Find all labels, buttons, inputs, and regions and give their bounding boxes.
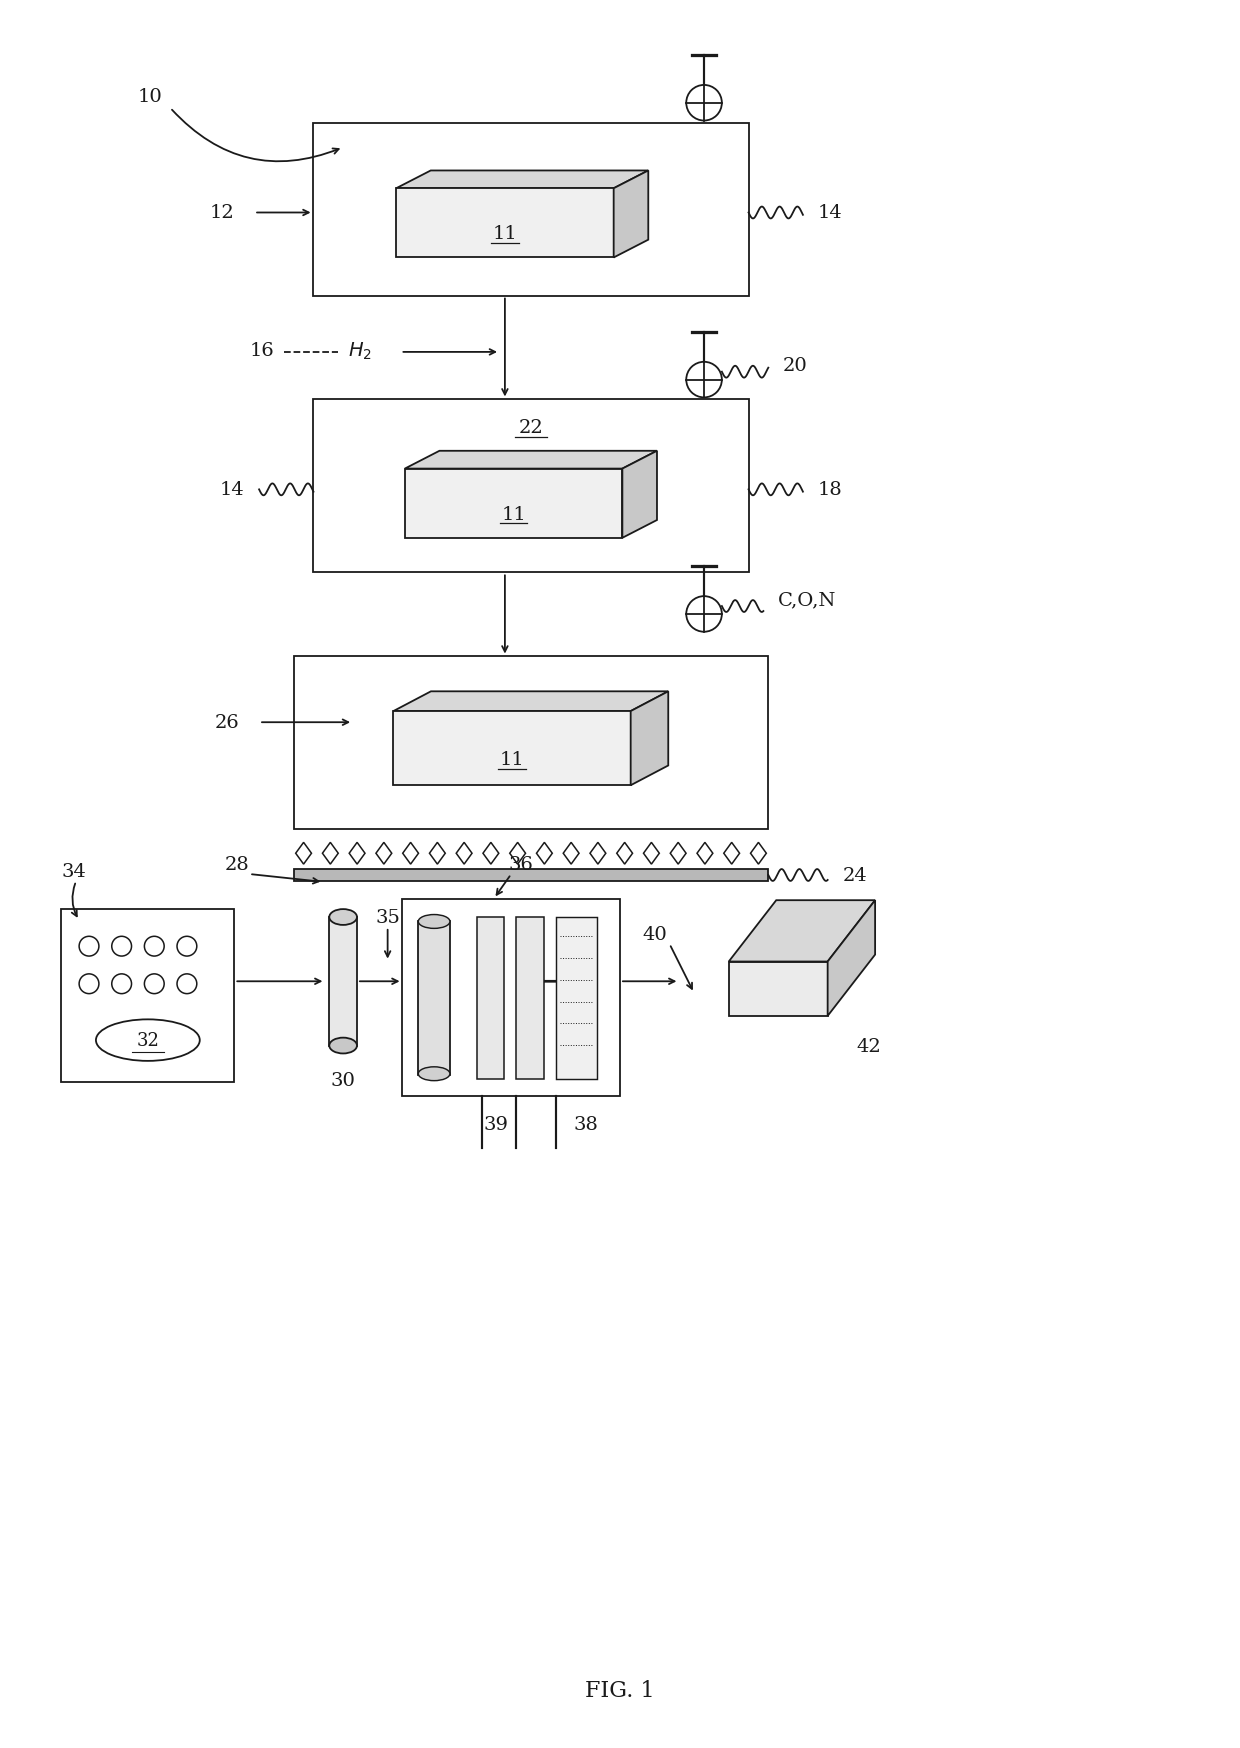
Polygon shape <box>729 900 875 961</box>
Bar <box>294 657 769 830</box>
Polygon shape <box>396 189 614 259</box>
Polygon shape <box>827 900 875 1016</box>
Text: 28: 28 <box>224 855 249 874</box>
Ellipse shape <box>418 914 450 928</box>
Bar <box>61 909 234 1082</box>
Text: FIG. 1: FIG. 1 <box>585 1678 655 1701</box>
Text: 40: 40 <box>642 925 667 944</box>
Text: 18: 18 <box>817 481 842 500</box>
Text: 10: 10 <box>138 87 162 105</box>
Text: 20: 20 <box>784 357 808 374</box>
Bar <box>294 869 769 881</box>
Polygon shape <box>729 961 827 1016</box>
Polygon shape <box>614 171 649 259</box>
Bar <box>418 921 450 1075</box>
Text: 11: 11 <box>492 225 517 243</box>
Text: 34: 34 <box>61 862 87 881</box>
Ellipse shape <box>330 909 357 925</box>
Polygon shape <box>622 451 657 538</box>
Bar <box>330 918 357 1045</box>
Text: 42: 42 <box>857 1037 882 1056</box>
Polygon shape <box>631 692 668 787</box>
Text: 39: 39 <box>484 1115 508 1133</box>
Text: 22: 22 <box>518 420 543 437</box>
Bar <box>314 124 749 297</box>
Text: 32: 32 <box>136 1031 159 1049</box>
Text: $H_2$: $H_2$ <box>348 341 372 362</box>
Text: 24: 24 <box>842 867 867 884</box>
Bar <box>314 400 749 573</box>
Ellipse shape <box>330 1038 357 1054</box>
Text: 26: 26 <box>215 713 239 732</box>
Bar <box>516 918 544 1079</box>
Text: 12: 12 <box>210 205 234 222</box>
Ellipse shape <box>418 1068 450 1080</box>
Polygon shape <box>393 692 668 711</box>
Text: 11: 11 <box>501 505 526 523</box>
Text: 35: 35 <box>376 909 401 926</box>
Polygon shape <box>404 468 622 538</box>
Bar <box>476 918 505 1079</box>
Bar <box>403 898 620 1096</box>
Polygon shape <box>404 451 657 468</box>
Text: 38: 38 <box>574 1115 599 1133</box>
Text: 30: 30 <box>331 1072 356 1089</box>
Text: 14: 14 <box>219 481 244 500</box>
Text: 14: 14 <box>817 205 842 222</box>
Text: 11: 11 <box>500 752 525 769</box>
Text: C,O,N: C,O,N <box>779 591 837 608</box>
Polygon shape <box>396 171 649 189</box>
Polygon shape <box>393 711 631 787</box>
Text: 16: 16 <box>249 343 274 360</box>
Bar <box>556 918 598 1079</box>
Text: 36: 36 <box>508 855 533 874</box>
